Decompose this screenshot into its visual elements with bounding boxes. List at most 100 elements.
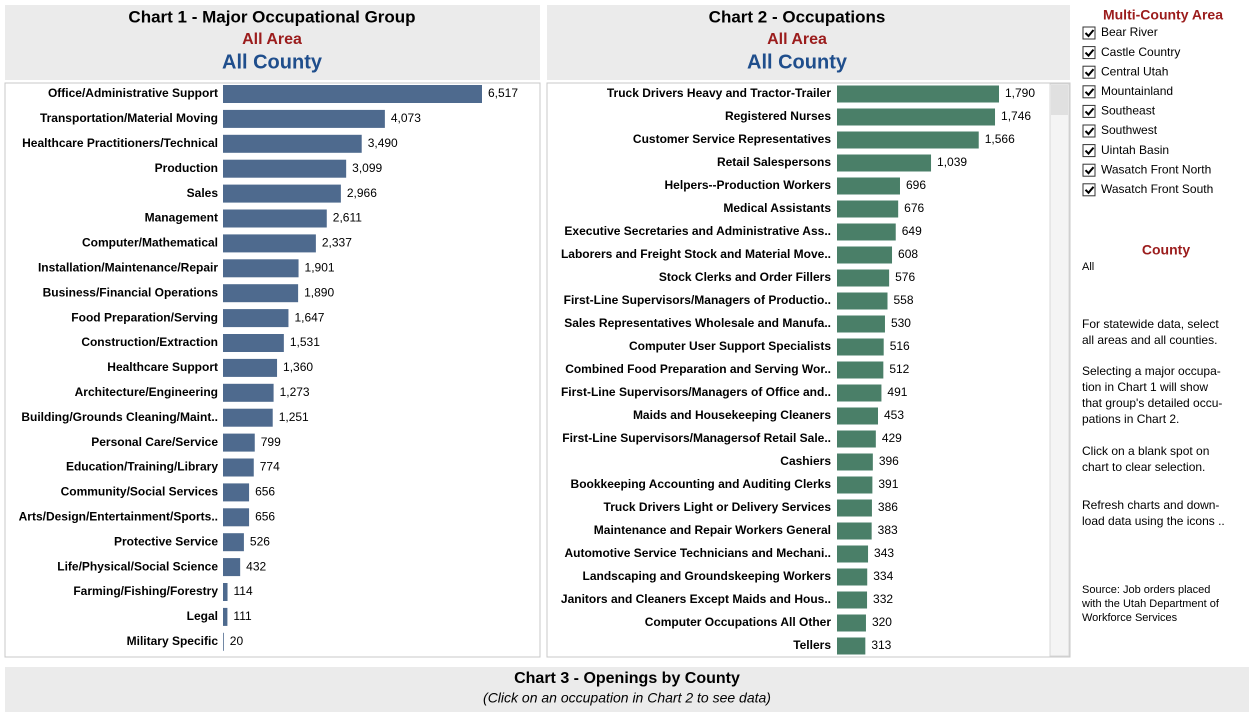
- bar[interactable]: [223, 209, 327, 228]
- bar[interactable]: [223, 309, 289, 328]
- category-label[interactable]: Community/Social Services: [61, 485, 219, 499]
- category-label[interactable]: Stock Clerks and Order Fillers: [659, 270, 831, 284]
- checkbox[interactable]: [1082, 26, 1096, 40]
- bar[interactable]: [223, 433, 255, 452]
- category-label[interactable]: Construction/Extraction: [81, 335, 218, 349]
- bar[interactable]: [223, 259, 299, 278]
- bar[interactable]: [837, 499, 872, 517]
- category-label[interactable]: Computer/Mathematical: [82, 236, 218, 250]
- bar[interactable]: [837, 407, 878, 425]
- category-label[interactable]: Cashiers: [780, 454, 831, 468]
- area-label[interactable]: Castle Country: [1101, 45, 1180, 59]
- category-label[interactable]: Sales Representatives Wholesale and Manu…: [564, 316, 831, 330]
- area-label[interactable]: Wasatch Front South: [1101, 182, 1213, 196]
- bar[interactable]: [837, 338, 884, 356]
- category-label[interactable]: Production: [155, 161, 218, 175]
- bar[interactable]: [837, 223, 896, 241]
- category-label[interactable]: Arts/Design/Entertainment/Sports..: [19, 509, 218, 523]
- category-label[interactable]: First-Line Supervisors/Managersof Retail…: [562, 431, 831, 445]
- category-label[interactable]: Management: [145, 211, 218, 225]
- category-label[interactable]: Legal: [187, 609, 218, 623]
- checkbox[interactable]: [1082, 85, 1096, 99]
- bar[interactable]: [837, 522, 872, 540]
- bar[interactable]: [837, 269, 890, 287]
- category-label[interactable]: Architecture/Engineering: [75, 385, 218, 399]
- category-label[interactable]: Helpers--Production Workers: [665, 178, 832, 192]
- bar[interactable]: [837, 591, 868, 609]
- category-label[interactable]: Healthcare Support: [107, 360, 218, 374]
- bar[interactable]: [837, 246, 893, 264]
- category-label[interactable]: Protective Service: [114, 534, 218, 548]
- area-label[interactable]: Southeast: [1101, 104, 1156, 118]
- bar[interactable]: [837, 453, 873, 471]
- category-label[interactable]: Bookkeeping Accounting and Auditing Cler…: [571, 477, 832, 491]
- category-label[interactable]: First-Line Supervisors/Managers of Offic…: [561, 385, 831, 399]
- category-label[interactable]: Sales: [187, 186, 219, 200]
- category-label[interactable]: Executive Secretaries and Administrative…: [564, 224, 831, 238]
- bar[interactable]: [837, 384, 882, 402]
- bar[interactable]: [837, 361, 884, 379]
- bar[interactable]: [223, 85, 482, 103]
- scroll-thumb[interactable]: [1051, 85, 1068, 115]
- bar[interactable]: [837, 200, 899, 218]
- checkbox[interactable]: [1082, 46, 1096, 60]
- bar[interactable]: [223, 508, 250, 527]
- category-label[interactable]: Medical Assistants: [723, 201, 831, 215]
- county-value[interactable]: All: [1082, 261, 1094, 273]
- category-label[interactable]: Healthcare Practitioners/Technical: [22, 136, 218, 150]
- checkbox[interactable]: [1082, 163, 1096, 177]
- bar[interactable]: [223, 134, 362, 153]
- scrollbar[interactable]: [1049, 83, 1070, 657]
- area-label[interactable]: Mountainland: [1101, 84, 1173, 98]
- bar[interactable]: [223, 109, 385, 128]
- bar[interactable]: [837, 614, 866, 632]
- checkbox[interactable]: [1082, 104, 1096, 118]
- category-label[interactable]: Combined Food Preparation and Serving Wo…: [565, 362, 831, 376]
- checkbox[interactable]: [1082, 124, 1096, 138]
- bar[interactable]: [223, 408, 273, 427]
- bar[interactable]: [837, 430, 876, 448]
- bar[interactable]: [223, 358, 278, 377]
- category-label[interactable]: Truck Drivers Heavy and Tractor-Trailer: [607, 86, 831, 100]
- area-label[interactable]: Wasatch Front North: [1101, 162, 1211, 176]
- category-label[interactable]: Building/Grounds Cleaning/Maint..: [21, 410, 218, 424]
- area-label[interactable]: Uintah Basin: [1101, 143, 1169, 157]
- bar[interactable]: [223, 159, 347, 178]
- category-label[interactable]: Laborers and Freight Stock and Material …: [561, 247, 831, 261]
- bar[interactable]: [837, 315, 885, 333]
- category-label[interactable]: Registered Nurses: [725, 109, 831, 123]
- category-label[interactable]: Personal Care/Service: [91, 435, 218, 449]
- checkbox[interactable]: [1082, 183, 1096, 197]
- checkbox[interactable]: [1082, 65, 1096, 79]
- category-label[interactable]: Landscaping and Groundskeeping Workers: [583, 569, 832, 583]
- area-label[interactable]: Central Utah: [1101, 64, 1168, 78]
- area-label[interactable]: Southwest: [1101, 123, 1158, 137]
- category-label[interactable]: Tellers: [793, 638, 831, 652]
- bar[interactable]: [223, 533, 244, 552]
- bar[interactable]: [837, 154, 932, 172]
- bar[interactable]: [223, 383, 274, 402]
- category-label[interactable]: Computer User Support Specialists: [629, 339, 831, 353]
- bar[interactable]: [223, 583, 228, 601]
- category-label[interactable]: Maids and Housekeeping Cleaners: [633, 408, 831, 422]
- bar[interactable]: [223, 458, 254, 477]
- bar[interactable]: [223, 632, 224, 651]
- bar[interactable]: [837, 108, 996, 126]
- category-label[interactable]: Education/Training/Library: [66, 460, 218, 474]
- bar[interactable]: [223, 234, 316, 253]
- category-label[interactable]: Military Specific: [127, 634, 219, 648]
- category-label[interactable]: Customer Service Representatives: [633, 132, 831, 146]
- bar[interactable]: [837, 476, 873, 494]
- category-label[interactable]: Retail Salespersons: [717, 155, 831, 169]
- bar[interactable]: [837, 637, 866, 655]
- checkbox[interactable]: [1082, 144, 1096, 158]
- category-label[interactable]: Food Preparation/Serving: [71, 310, 218, 324]
- category-label[interactable]: Farming/Fishing/Forestry: [73, 584, 218, 598]
- category-label[interactable]: Office/Administrative Support: [48, 86, 218, 100]
- category-label[interactable]: First-Line Supervisors/Managers of Produ…: [564, 293, 831, 307]
- category-label[interactable]: Janitors and Cleaners Except Maids and H…: [561, 592, 831, 606]
- category-label[interactable]: Computer Occupations All Other: [645, 615, 832, 629]
- bar[interactable]: [223, 334, 284, 352]
- bar[interactable]: [837, 131, 979, 149]
- bar[interactable]: [837, 85, 999, 103]
